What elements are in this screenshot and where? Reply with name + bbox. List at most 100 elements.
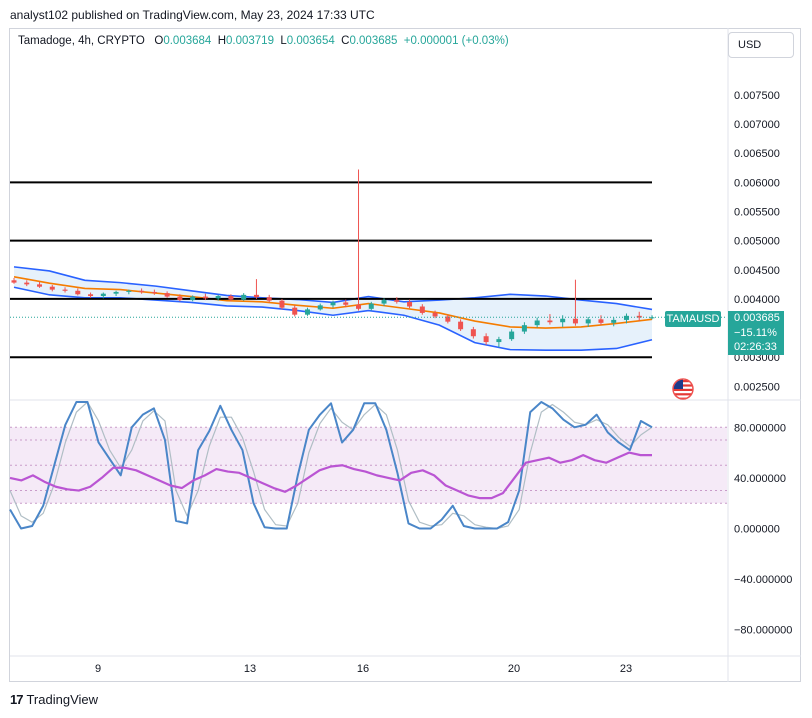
price-axis-tick: 0.006500	[734, 148, 780, 160]
candle-body	[419, 306, 425, 313]
tradingview-logo-icon: 17	[10, 692, 24, 707]
legend-close: 0.003685	[349, 35, 398, 47]
candle-body	[164, 293, 170, 297]
oscillator-axis-tick: 80.000000	[734, 422, 786, 434]
candle-body	[253, 294, 259, 298]
candle-body	[151, 291, 157, 294]
candle-body	[177, 296, 183, 301]
price-axis-tick: 0.003000	[734, 352, 780, 364]
currency-selector[interactable]: USD	[728, 32, 794, 58]
candle-body	[88, 294, 94, 297]
candle-body	[228, 296, 234, 300]
oscillator-axis-tick: −80.000000	[734, 625, 792, 637]
candle-body	[470, 329, 476, 337]
date-axis-tick: 13	[244, 663, 256, 675]
date-axis-tick: 20	[508, 663, 520, 675]
candle-body	[407, 301, 413, 307]
candle-body	[215, 296, 221, 299]
legend-open: 0.003684	[163, 35, 212, 47]
candle-body	[509, 331, 515, 340]
candle-body	[483, 336, 489, 343]
candle-body	[458, 321, 464, 330]
candle-body	[394, 300, 400, 302]
candle-body	[432, 312, 438, 317]
date-axis-tick: 23	[620, 663, 632, 675]
candle-body	[279, 300, 285, 308]
candle-body	[343, 302, 349, 305]
price-axis-tick: 0.005000	[734, 236, 780, 248]
bar-countdown: 02:26:33	[734, 341, 777, 353]
legend-close-label: C	[341, 35, 350, 47]
candle-body	[24, 282, 30, 285]
candle-body	[202, 296, 208, 299]
candle-body	[292, 307, 298, 315]
oscillator-axis-tick: −40.000000	[734, 574, 792, 586]
candle-body	[49, 286, 55, 290]
chart-frame	[9, 28, 801, 682]
candle-body	[330, 302, 336, 306]
price-axis-tick: 0.007000	[734, 119, 780, 131]
candle-body	[381, 300, 387, 304]
last-price-change: −15.11%	[734, 326, 777, 339]
price-axis-tick: 0.006000	[734, 177, 780, 189]
candle-body	[560, 318, 566, 323]
candle-body	[37, 284, 43, 287]
price-axis-tick: 0.004000	[734, 294, 780, 306]
candle-body	[547, 320, 553, 323]
tradingview-logo[interactable]: 17 TradingView	[10, 692, 98, 707]
candle-body	[241, 294, 247, 300]
stoch-k-line	[9, 401, 653, 530]
candle-body	[585, 319, 591, 324]
candle-body	[598, 319, 604, 323]
candle-body	[266, 297, 272, 301]
legend-open-label: O	[154, 35, 164, 47]
legend-change: +0.000001 (+0.03%)	[403, 35, 509, 47]
bollinger-lower-line	[13, 286, 653, 352]
candle-body	[611, 319, 617, 323]
candle-body	[190, 296, 196, 301]
price-axis-tick: 0.007500	[734, 90, 780, 102]
candle-body	[113, 291, 119, 294]
last-price: 0.003685	[734, 312, 780, 324]
oscillator-axis-tick: 40.000000	[734, 473, 786, 485]
date-axis-tick: 9	[95, 663, 101, 675]
publisher-caption: analyst102 published on TradingView.com,…	[10, 8, 375, 22]
candle-body	[356, 304, 362, 309]
legend-low-label: L	[280, 35, 287, 47]
candle-body	[100, 293, 106, 297]
candle-body	[11, 280, 17, 283]
legend-high: 0.003719	[226, 35, 274, 47]
legend-low: 0.003654	[286, 35, 335, 47]
candle-body	[368, 303, 374, 309]
candle-body	[139, 290, 145, 292]
candle-body	[75, 290, 81, 295]
stoch-d-line	[9, 401, 653, 530]
rsi-line	[9, 451, 652, 500]
candle-body	[534, 320, 540, 326]
candle-body	[317, 305, 323, 310]
last-price-label: 0.003685 −15.11% 02:26:33	[728, 311, 784, 355]
candle-body	[572, 318, 578, 324]
legend-symbol: Tamadoge, 4h, CRYPTO	[18, 35, 145, 47]
price-axis-tick: 0.004500	[734, 265, 780, 277]
date-axis-tick: 16	[357, 663, 369, 675]
candle-body	[521, 325, 527, 332]
candle-body	[304, 309, 310, 315]
candle-body	[445, 316, 451, 322]
currency-label: USD	[738, 39, 762, 51]
price-axis-tick: 0.002500	[734, 381, 780, 393]
candle-body	[126, 290, 132, 292]
moving-average-line	[13, 275, 653, 329]
candle-body	[496, 339, 502, 343]
ticker-label: TAMAUSD	[665, 311, 721, 327]
price-axis-tick: 0.005500	[734, 207, 780, 219]
us-flag-icon[interactable]	[672, 378, 694, 400]
legend-high-label: H	[217, 35, 226, 47]
tradingview-wordmark: TradingView	[26, 692, 99, 707]
candle-body	[62, 289, 68, 291]
candle-body	[623, 315, 629, 320]
candle-body	[636, 315, 642, 318]
oscillator-axis-tick: 0.000000	[734, 524, 780, 536]
ohlc-legend: Tamadoge, 4h, CRYPTO O0.003684 H0.003719…	[18, 35, 509, 47]
